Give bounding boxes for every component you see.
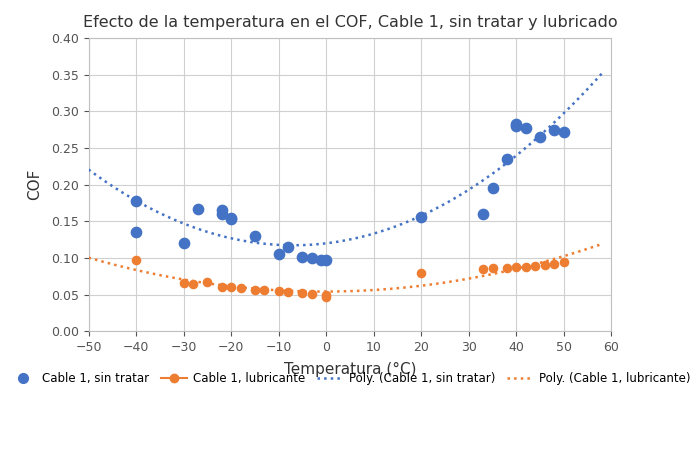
Point <box>321 293 332 301</box>
Point <box>249 233 260 240</box>
Point <box>307 254 318 262</box>
Point <box>193 205 204 212</box>
Point <box>178 279 189 287</box>
Point <box>202 279 213 286</box>
Point <box>307 290 318 298</box>
Point <box>487 265 498 272</box>
Point <box>549 260 560 267</box>
Point <box>216 283 228 290</box>
Point <box>511 123 522 130</box>
Point <box>549 126 560 133</box>
Point <box>283 243 294 251</box>
Point <box>477 265 489 273</box>
Point <box>216 210 228 218</box>
Point <box>249 286 260 293</box>
Point <box>273 250 284 257</box>
Point <box>259 287 270 294</box>
Y-axis label: COF: COF <box>27 169 43 200</box>
Point <box>559 258 570 266</box>
Point <box>535 133 546 141</box>
Point <box>316 256 327 264</box>
Point <box>530 262 541 270</box>
Point <box>520 124 531 131</box>
Point <box>511 263 522 271</box>
Point <box>225 214 237 221</box>
Point <box>501 264 512 271</box>
Point <box>539 261 550 268</box>
Point <box>225 284 237 291</box>
Point <box>520 263 531 271</box>
Point <box>178 240 189 247</box>
Point <box>235 284 246 292</box>
Point <box>477 210 489 218</box>
Point <box>416 269 427 276</box>
Point <box>130 229 141 236</box>
Point <box>559 128 570 136</box>
Point <box>511 120 522 128</box>
Point <box>188 280 199 288</box>
Point <box>321 256 332 264</box>
Point <box>487 185 498 192</box>
Point <box>130 197 141 205</box>
Point <box>297 254 308 261</box>
X-axis label: Temperatura (°C): Temperatura (°C) <box>284 363 416 377</box>
Point <box>416 213 427 221</box>
Point <box>501 155 512 163</box>
Point <box>216 206 228 213</box>
Point <box>273 288 284 295</box>
Point <box>297 289 308 297</box>
Title: Efecto de la temperatura en el COF, Cable 1, sin tratar y lubricado: Efecto de la temperatura en el COF, Cabl… <box>83 15 617 30</box>
Point <box>225 215 237 223</box>
Point <box>130 256 141 264</box>
Point <box>283 288 294 295</box>
Point <box>321 291 332 298</box>
Legend: Cable 1, sin tratar, Cable 1, lubricante, Poly. (Cable 1, sin tratar), Poly. (Ca: Cable 1, sin tratar, Cable 1, lubricante… <box>5 368 695 390</box>
